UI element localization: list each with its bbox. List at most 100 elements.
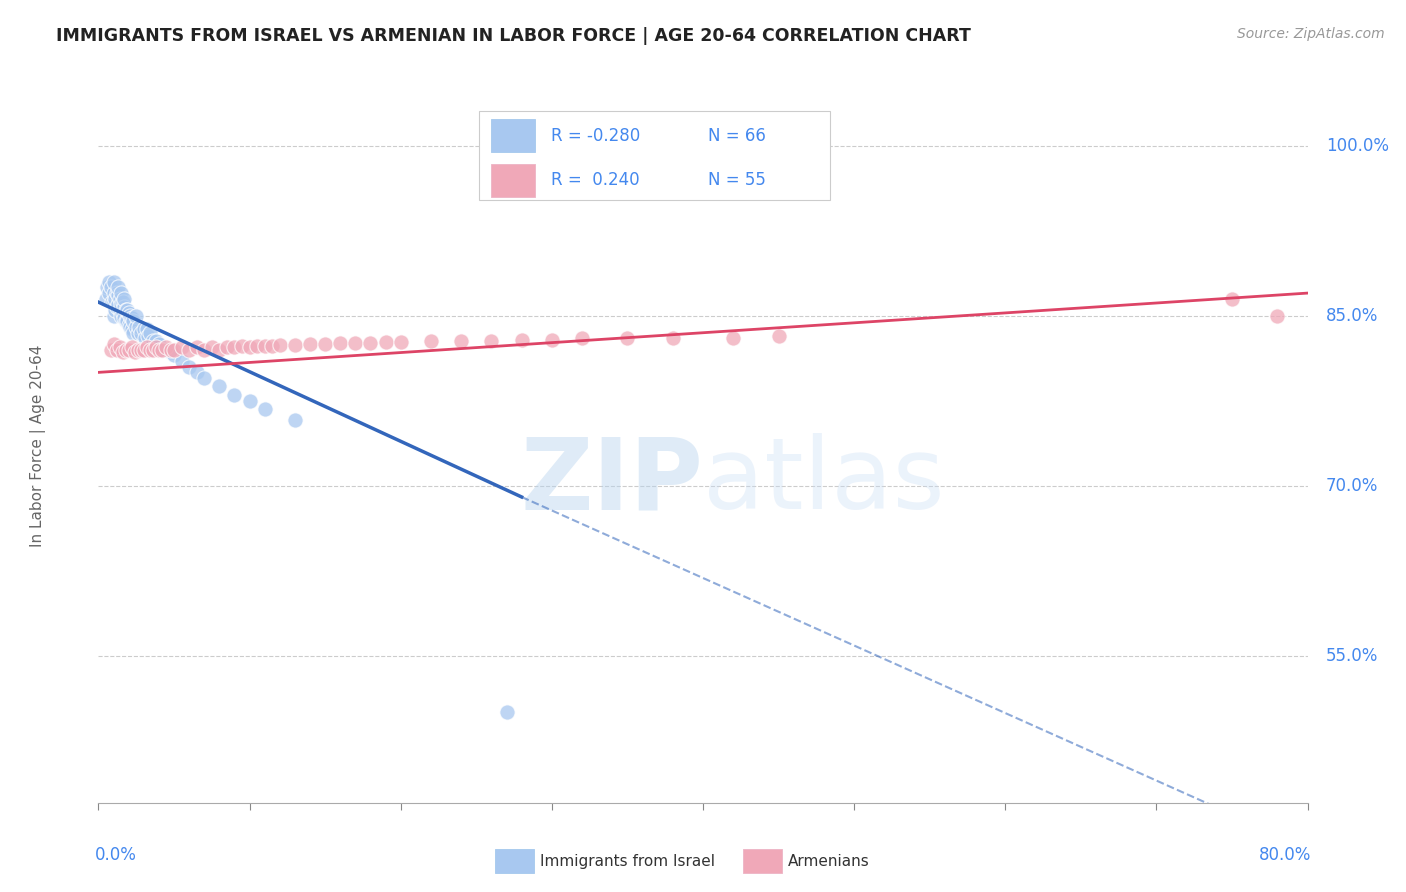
Point [177,343,201,357]
Point [121,341,143,355]
Point [170,341,193,355]
Point [128,320,150,334]
Point [118,306,141,320]
Point [142,334,165,348]
Point [186,365,208,379]
Point [239,393,262,408]
Point [136,329,159,343]
Point [114,343,136,357]
Point [269,338,291,352]
Point [132,343,155,357]
Point [193,371,215,385]
Point [105,300,128,314]
FancyBboxPatch shape [495,849,534,873]
Text: 55.0%: 55.0% [1326,647,1378,665]
Point [510,333,533,347]
Point [148,343,170,357]
Point [101,295,124,310]
Point [103,286,125,301]
Point [118,318,141,332]
Point [1265,309,1288,323]
Point [253,339,276,353]
Point [148,337,170,351]
Text: 80.0%: 80.0% [1258,846,1312,863]
Point [112,311,135,326]
Text: N = 66: N = 66 [707,127,766,145]
Point [105,343,128,357]
Point [104,303,127,318]
FancyBboxPatch shape [479,111,830,200]
Point [110,286,132,301]
Point [110,309,132,323]
Point [150,343,173,357]
Point [103,275,125,289]
Text: Armenians: Armenians [787,854,869,869]
Point [122,326,145,340]
Point [100,280,122,294]
Point [155,341,177,355]
Point [108,341,131,355]
Point [100,343,122,357]
Text: 70.0%: 70.0% [1326,476,1378,495]
Point [155,343,177,357]
Point [344,335,367,350]
FancyBboxPatch shape [492,164,534,196]
Point [721,331,744,345]
Point [150,343,173,357]
Text: Immigrants from Israel: Immigrants from Israel [540,854,714,869]
Point [110,297,132,311]
Point [115,314,138,328]
Point [135,341,157,355]
Point [177,359,201,374]
Text: In Labor Force | Age 20-64: In Labor Force | Age 20-64 [30,345,46,547]
Point [129,343,152,357]
Point [145,334,167,348]
Point [112,300,135,314]
Point [121,322,143,336]
Point [139,326,162,340]
Point [121,311,143,326]
FancyBboxPatch shape [742,849,782,873]
Point [127,326,149,340]
Text: 100.0%: 100.0% [1326,136,1389,155]
Point [125,320,148,334]
Point [135,322,157,336]
Text: N = 55: N = 55 [707,171,766,189]
Point [96,280,118,294]
Point [239,341,262,355]
Text: 0.0%: 0.0% [94,846,136,863]
Point [111,306,134,320]
Point [142,343,165,357]
Point [1220,292,1243,306]
Point [768,329,790,343]
Point [111,345,134,359]
Point [201,341,224,355]
Point [208,379,231,393]
Point [132,322,155,336]
Point [262,339,284,353]
Point [231,339,253,353]
Point [103,309,125,323]
Text: ZIP: ZIP [520,434,703,530]
Point [481,334,503,348]
Point [163,343,186,357]
Point [98,286,121,301]
Point [124,345,146,359]
Point [98,275,121,289]
Point [115,303,138,318]
Text: 85.0%: 85.0% [1326,307,1378,325]
Point [104,292,127,306]
Point [224,341,246,355]
Point [389,334,412,349]
Point [108,303,131,318]
Point [616,331,638,345]
Point [129,326,152,340]
Text: Source: ZipAtlas.com: Source: ZipAtlas.com [1237,27,1385,41]
Point [122,314,145,328]
Point [125,309,148,323]
Text: atlas: atlas [703,434,945,530]
Text: R = -0.280: R = -0.280 [551,127,640,145]
Point [540,333,562,347]
Point [215,341,238,355]
Point [107,288,129,302]
